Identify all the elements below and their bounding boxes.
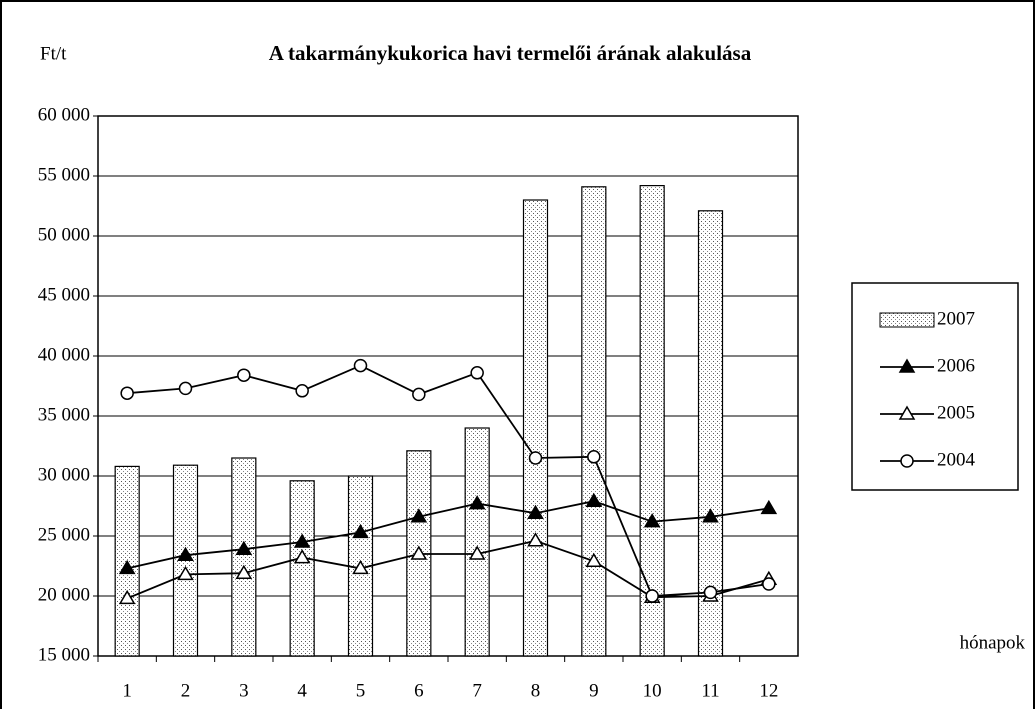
point xyxy=(468,495,486,510)
point xyxy=(643,513,661,528)
point xyxy=(120,386,134,400)
x-tick-label: 8 xyxy=(531,680,541,701)
point xyxy=(527,532,544,547)
point xyxy=(118,559,136,575)
bar xyxy=(464,427,490,657)
x-tick-label: 12 xyxy=(759,680,778,701)
chart-title: A takarmánykukorica havi termelői árának… xyxy=(269,41,752,65)
bar xyxy=(639,185,665,657)
y-tick-label: 50 000 xyxy=(38,224,90,245)
y-tick-label: 60 000 xyxy=(38,104,90,125)
plot-area xyxy=(97,115,799,657)
y-axis-label: Ft/t xyxy=(40,43,67,64)
x-tick-label: 5 xyxy=(356,680,366,701)
y-tick-label: 25 000 xyxy=(38,524,90,545)
bar xyxy=(231,457,257,657)
point xyxy=(353,358,368,373)
point xyxy=(178,381,193,396)
point xyxy=(645,589,659,603)
point xyxy=(352,523,369,539)
point xyxy=(585,492,603,507)
point xyxy=(527,504,544,519)
series-line xyxy=(127,364,769,597)
x-tick-label: 7 xyxy=(472,680,482,701)
point xyxy=(410,508,428,523)
x-tick-label: 6 xyxy=(414,680,424,701)
point xyxy=(177,546,194,561)
x-tick-label: 9 xyxy=(589,680,599,701)
bar xyxy=(697,210,724,657)
legend-label: 2005 xyxy=(937,402,975,423)
point xyxy=(237,368,251,382)
x-tick-label: 2 xyxy=(181,680,191,701)
x-tick-label: 4 xyxy=(297,680,307,701)
legend-swatch xyxy=(879,312,935,328)
point xyxy=(528,451,543,465)
point xyxy=(352,559,369,575)
legend-label: 2004 xyxy=(937,449,976,470)
series-line xyxy=(126,500,769,570)
x-tick-label: 11 xyxy=(701,680,719,701)
x-tick-label: 3 xyxy=(239,680,249,701)
point xyxy=(235,540,253,555)
point xyxy=(118,589,136,605)
x-tick-label: 1 xyxy=(122,680,132,701)
y-tick-label: 55 000 xyxy=(38,164,90,185)
point xyxy=(760,499,778,515)
legend-marker xyxy=(898,358,916,373)
point xyxy=(410,545,428,560)
point xyxy=(235,564,253,579)
point xyxy=(762,577,776,591)
y-tick-label: 45 000 xyxy=(38,284,90,305)
point xyxy=(702,508,719,523)
series-line xyxy=(126,539,770,600)
y-tick-label: 15 000 xyxy=(38,644,90,665)
legend-box xyxy=(851,282,1019,491)
point xyxy=(293,533,311,548)
bar xyxy=(581,186,607,657)
legend-label: 2006 xyxy=(937,355,975,376)
point xyxy=(470,366,484,380)
point xyxy=(177,565,194,581)
bar xyxy=(289,480,315,657)
legend-marker xyxy=(900,454,914,468)
point xyxy=(293,549,311,564)
bar xyxy=(522,199,549,657)
y-tick-label: 40 000 xyxy=(38,344,90,365)
y-tick-label: 35 000 xyxy=(38,404,90,425)
x-axis-label: hónapok xyxy=(960,632,1026,653)
point xyxy=(295,384,309,398)
y-tick-label: 30 000 xyxy=(38,464,90,485)
legend-label: 2007 xyxy=(937,308,975,329)
point xyxy=(468,545,486,560)
point xyxy=(587,450,601,464)
point xyxy=(412,387,426,402)
point xyxy=(585,552,603,567)
point xyxy=(703,585,718,600)
y-tick-label: 20 000 xyxy=(38,584,90,605)
x-tick-label: 10 xyxy=(643,680,662,701)
legend-marker xyxy=(898,405,916,420)
